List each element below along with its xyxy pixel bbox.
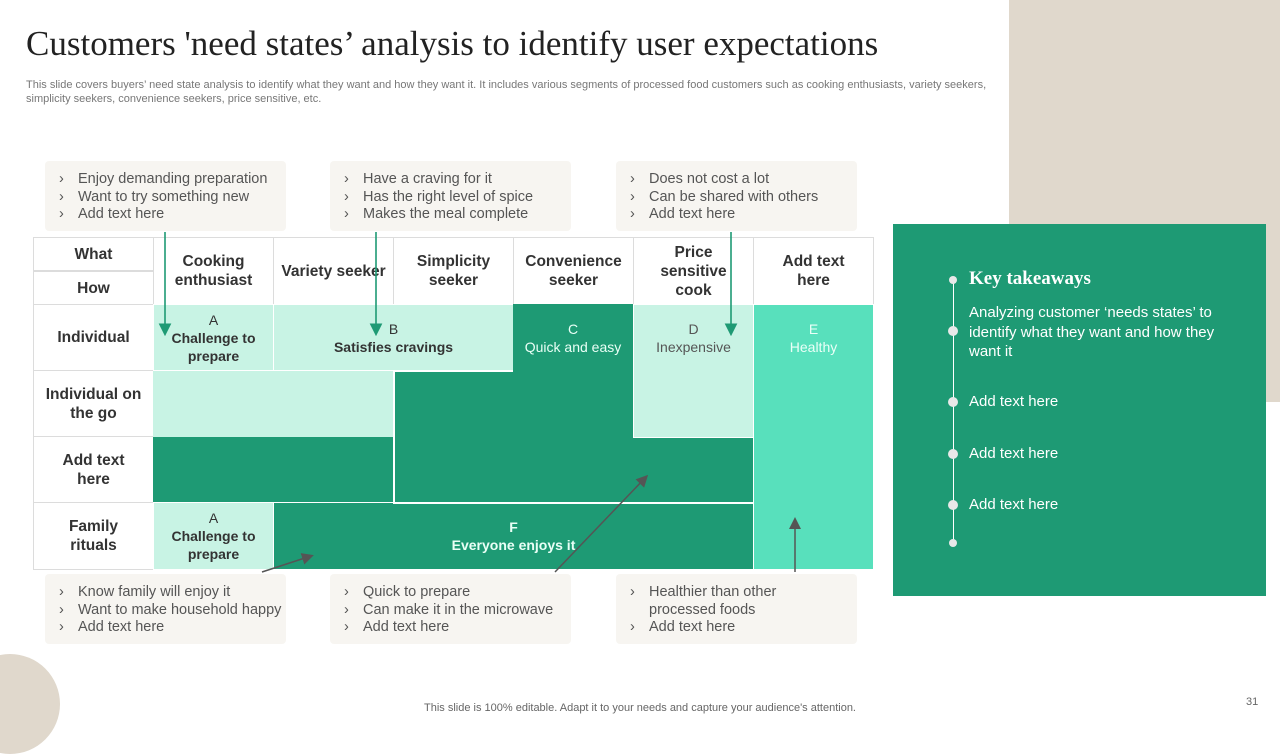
segment-area-dark-fill xyxy=(153,437,393,503)
segment-label: Quick and easy xyxy=(524,338,622,355)
note-item: Can make it in the microwave xyxy=(363,601,554,618)
note-item: Makes the meal complete xyxy=(363,206,529,222)
note-bottom-family: › Know family will enjoy it › Want to make… xyxy=(45,574,286,644)
segment-area-dark-fill xyxy=(393,437,753,503)
note-bottom-convenience: › Quick to prepare › Can make it in the mi… xyxy=(330,574,571,644)
key-takeaway-item: Add text here xyxy=(969,445,1059,462)
note-top-variety: › Have a craving for it › Has the right le… xyxy=(330,161,571,231)
note-item: Quick to prepare xyxy=(363,584,471,600)
row-header-on-the-go: Individual on the go xyxy=(33,370,154,437)
chevron-right-icon: › xyxy=(59,619,64,635)
segment-b: B Satisfies cravings xyxy=(273,304,514,371)
segment-letter: A xyxy=(208,510,219,526)
note-top-cooking: › Enjoy demanding preparation › Want to tr… xyxy=(45,161,286,231)
chevron-right-icon: › xyxy=(344,171,349,187)
note-item: Add text here xyxy=(649,206,736,222)
note-item: Enjoy demanding preparation xyxy=(78,171,268,187)
column-header-price: Price sensitive cook xyxy=(633,237,754,305)
segment-label: Challenge to prepare xyxy=(171,329,256,364)
chevron-right-icon: › xyxy=(344,619,349,635)
note-item: Have a craving for it xyxy=(363,171,492,187)
key-takeaways-title: Key takeaways xyxy=(969,268,1091,289)
key-takeaway-main: Analyzing customer ‘needs states’ to ide… xyxy=(969,304,1215,360)
segment-f: F Everyone enjoys it xyxy=(273,502,754,570)
segment-letter: C xyxy=(567,320,579,337)
segment-letter: F xyxy=(509,519,518,535)
segment-letter: B xyxy=(388,320,399,337)
column-header-cooking: Cooking enthusiast xyxy=(153,237,274,305)
note-item: Has the right level of spice xyxy=(363,188,534,205)
segment-d: D Inexpensive xyxy=(633,304,754,438)
segment-divider xyxy=(393,502,753,504)
chevron-right-icon: › xyxy=(630,206,635,222)
note-item: Want to try something new xyxy=(78,188,250,205)
chevron-right-icon: › xyxy=(59,206,64,222)
note-item: Want to make household happy xyxy=(78,601,282,618)
note-bottom-healthy: ›Healthier than other ›processed foods ›… xyxy=(616,574,857,644)
row-header-individual: Individual xyxy=(33,304,154,371)
segment-letter: E xyxy=(808,321,819,337)
slide-subtitle: This slide covers buyers’ need state ana… xyxy=(26,79,987,105)
segment-label: Satisfies cravings xyxy=(333,338,454,355)
segment-letter: D xyxy=(688,321,699,337)
chevron-right-icon: › xyxy=(59,188,64,205)
note-item: Add text here xyxy=(78,206,165,222)
timeline-dot xyxy=(948,326,958,336)
chevron-right-icon: › xyxy=(630,188,635,205)
timeline-dot xyxy=(949,276,957,284)
key-takeaway-item: Add text here xyxy=(969,496,1059,513)
note-item: Add text here xyxy=(363,619,450,635)
key-takeaway-item: Add text here xyxy=(969,393,1059,410)
chevron-right-icon: › xyxy=(59,584,64,600)
chevron-right-icon: › xyxy=(344,188,349,205)
segment-label: Healthy xyxy=(789,339,838,355)
note-item: Can be shared with others xyxy=(649,188,819,205)
page-number: 31 xyxy=(1246,696,1259,708)
chevron-right-icon: › xyxy=(59,601,64,618)
segment-area-light-fill xyxy=(153,371,393,437)
timeline-dot xyxy=(948,397,958,407)
segment-letter: A xyxy=(208,311,219,328)
column-header-convenience: Convenience seeker xyxy=(513,237,634,305)
footer-note: This slide is 100% editable. Adapt it to… xyxy=(424,702,856,714)
timeline-line xyxy=(953,280,954,544)
note-item: Healthier than other xyxy=(649,584,777,600)
row-header-family-rituals: Family rituals xyxy=(33,502,154,570)
need-states-grid: What How Cooking enthusiast Variety seek… xyxy=(33,237,874,570)
header-what: What xyxy=(33,237,154,271)
note-item: Add text here xyxy=(78,619,165,635)
chevron-right-icon: › xyxy=(59,171,64,187)
timeline-dot xyxy=(949,539,957,547)
column-header-variety: Variety seeker xyxy=(273,237,394,305)
chevron-right-icon: › xyxy=(630,584,635,600)
chevron-right-icon: › xyxy=(344,206,349,222)
key-takeaways-panel xyxy=(893,224,1266,596)
segment-a-top: A Challenge to prepare xyxy=(153,304,274,371)
timeline-dot xyxy=(948,500,958,510)
timeline-dot xyxy=(948,449,958,459)
chevron-right-icon: › xyxy=(630,171,635,187)
segment-label: Everyone enjoys it xyxy=(451,537,576,553)
slide-title: Customers 'need states’ analysis to iden… xyxy=(26,24,879,63)
segment-c: C Quick and easy xyxy=(513,304,633,371)
chevron-right-icon: › xyxy=(344,601,349,618)
segment-e: E Healthy xyxy=(753,304,874,570)
row-header-add-text: Add text here xyxy=(33,436,154,503)
column-header-simplicity: Simplicity seeker xyxy=(393,237,514,305)
segment-a-bottom: A Challenge to prepare xyxy=(153,502,274,570)
chevron-right-icon: › xyxy=(630,619,635,635)
header-how: How xyxy=(33,271,154,305)
note-item: Does not cost a lot xyxy=(649,171,770,187)
column-header-add-text: Add text here xyxy=(753,237,874,305)
note-item: Add text here xyxy=(649,619,736,635)
note-item: processed foods xyxy=(649,601,756,618)
segment-divider xyxy=(393,370,513,372)
segment-divider xyxy=(393,370,395,504)
chevron-right-icon: › xyxy=(344,584,349,600)
segment-label: Challenge to prepare xyxy=(171,528,256,562)
segment-label: Inexpensive xyxy=(656,339,731,355)
note-item: Know family will enjoy it xyxy=(78,584,231,600)
note-top-price: › Does not cost a lot › Can be shared with… xyxy=(616,161,857,231)
